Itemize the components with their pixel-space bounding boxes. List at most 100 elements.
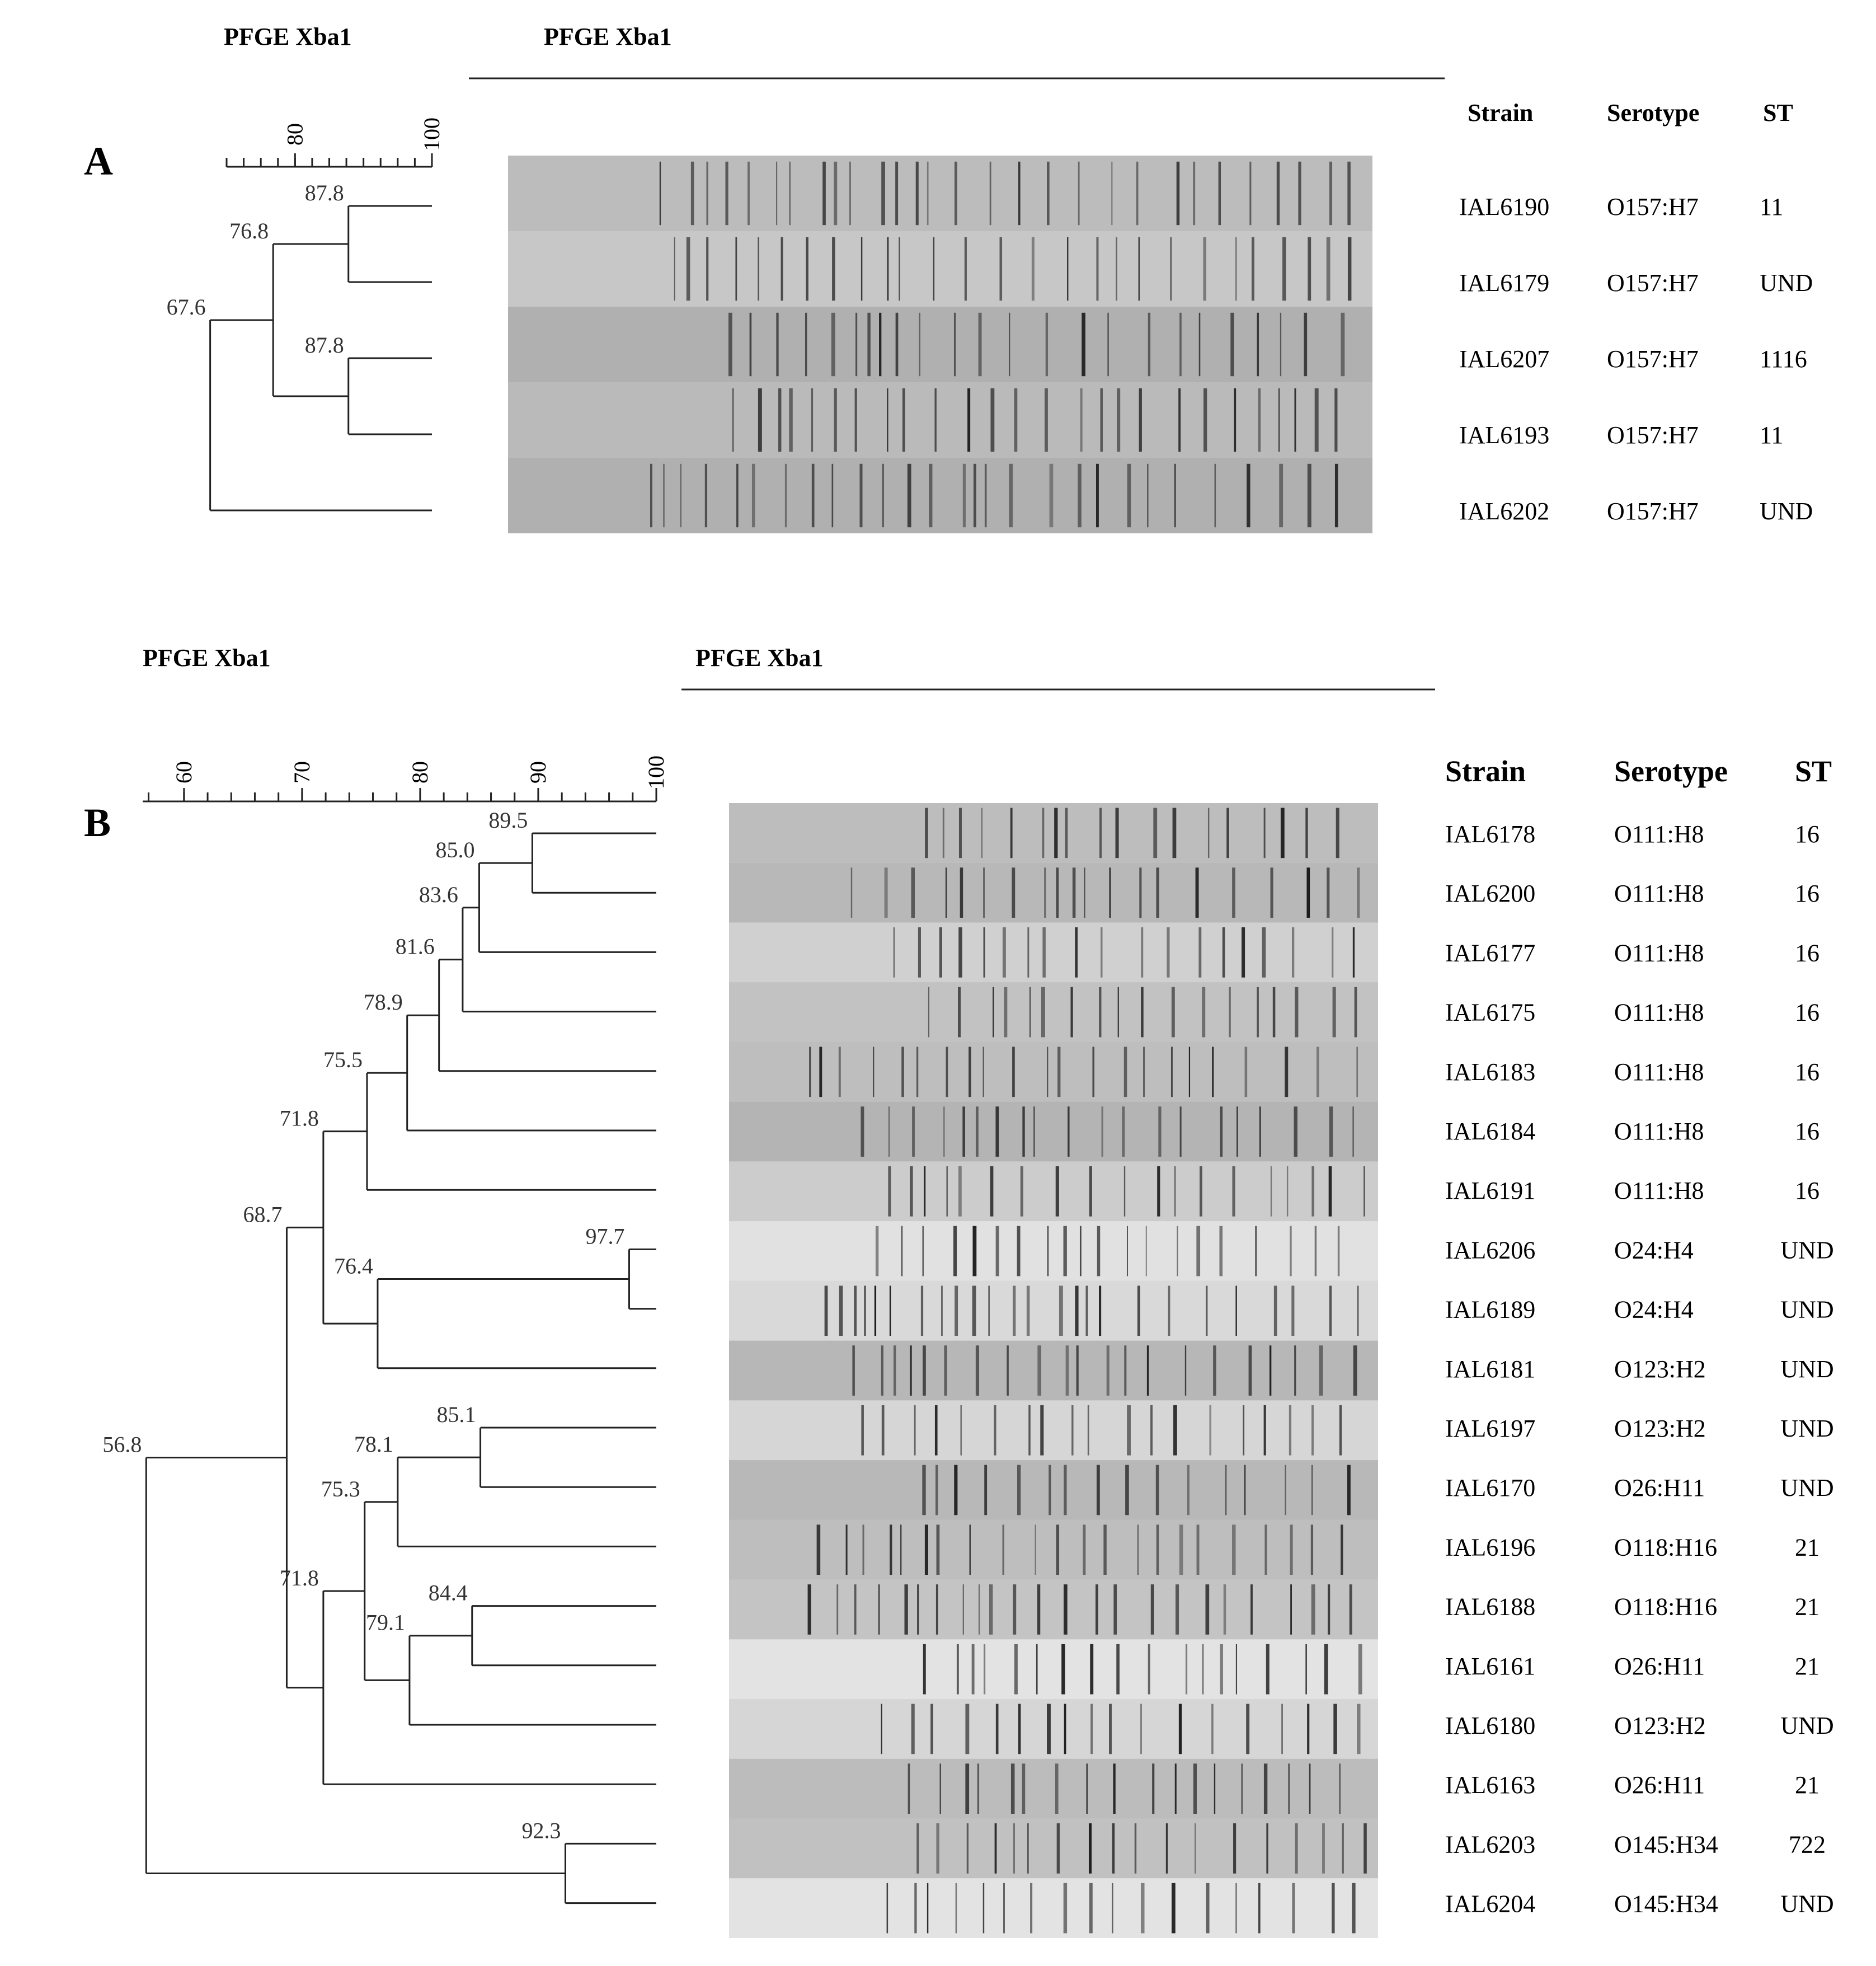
gel-band — [1145, 1226, 1147, 1277]
gel-band — [1113, 1763, 1116, 1814]
serotype-cell: O157:H7 — [1607, 498, 1699, 525]
gel-band — [1329, 1285, 1332, 1336]
gel-band — [1229, 987, 1231, 1038]
gel-band — [1188, 1047, 1191, 1097]
gel-band — [1236, 1106, 1238, 1157]
gel-band — [920, 1285, 924, 1336]
gel-band — [1202, 987, 1206, 1038]
panel-b-similarity-scale: 60 70 80 90 100 — [143, 756, 669, 803]
gel-band — [1332, 1883, 1335, 1934]
gel-band — [807, 1584, 811, 1635]
st-cell: 16 — [1795, 820, 1819, 848]
serotype-cell: O123:H2 — [1614, 1355, 1706, 1383]
gel-band — [1088, 1823, 1092, 1874]
node-similarity-label: 78.9 — [364, 989, 403, 1015]
gel-lane — [729, 1878, 1378, 1938]
gel-band — [1013, 1584, 1017, 1635]
gel-band — [1082, 312, 1085, 377]
gel-band — [1244, 1047, 1248, 1097]
table-row: IAL6175 O111:H8 16 — [1445, 999, 1819, 1026]
gel-band — [809, 1047, 811, 1097]
st-cell: UND — [1760, 498, 1813, 525]
gel-band — [939, 927, 942, 978]
gel-band — [975, 1345, 980, 1396]
gel-band — [789, 161, 791, 226]
gel-band — [907, 463, 911, 528]
strain-cell: IAL6196 — [1445, 1533, 1535, 1561]
gel-lane — [729, 1340, 1378, 1401]
gel-band — [849, 161, 851, 226]
gel-band — [902, 388, 905, 452]
gel-band — [784, 463, 787, 528]
panel-b-gel-title: PFGE Xba1 — [695, 644, 824, 672]
strain-cell: IAL6203 — [1445, 1831, 1535, 1858]
gel-band — [944, 1345, 947, 1396]
gel-band — [686, 237, 690, 301]
serotype-cell: O111:H8 — [1614, 1177, 1704, 1204]
gel-band — [1341, 1524, 1343, 1575]
st-cell: UND — [1780, 1474, 1833, 1502]
gel-band — [935, 1465, 938, 1515]
gel-band — [1220, 1106, 1223, 1157]
strain-cell: IAL6180 — [1445, 1712, 1535, 1739]
panel-b-dendrogram-title: PFGE Xba1 — [143, 644, 271, 672]
panel-a-letter: A — [84, 139, 113, 184]
gel-band — [1286, 1166, 1289, 1217]
strain-cell: IAL6191 — [1445, 1177, 1535, 1204]
gel-band — [1226, 808, 1229, 858]
gel-band — [878, 1584, 880, 1635]
gel-band — [1352, 927, 1355, 978]
gel-band — [1185, 1644, 1188, 1695]
gel-band — [873, 1047, 874, 1097]
gel-band — [1305, 1644, 1307, 1695]
gel-band — [989, 1584, 993, 1635]
gel-band — [983, 927, 985, 978]
gel-band — [1241, 1763, 1243, 1814]
gel-band — [954, 161, 957, 226]
gel-band — [1202, 1644, 1204, 1695]
gel-band — [811, 463, 815, 528]
gel-band — [1065, 1345, 1069, 1396]
gel-band — [1150, 1405, 1153, 1456]
gel-band — [1086, 1763, 1088, 1814]
gel-band — [914, 1883, 917, 1934]
gel-lane — [729, 1460, 1378, 1520]
gel-band — [836, 1584, 839, 1635]
gel-band — [1027, 1823, 1029, 1874]
gel-lane-background — [729, 1400, 1378, 1461]
gel-band — [1319, 1345, 1323, 1396]
gel-lane-background — [729, 862, 1378, 923]
gel-band — [850, 867, 853, 918]
gel-band — [776, 312, 779, 377]
gel-band — [916, 1047, 919, 1097]
gel-band — [968, 1047, 971, 1097]
gel-band — [966, 1823, 969, 1874]
gel-band — [861, 1405, 864, 1456]
serotype-cell: O111:H8 — [1614, 880, 1704, 907]
gel-band — [1295, 1823, 1298, 1874]
panel-a-similarity-scale: 80 100 — [225, 118, 444, 168]
gel-band — [1036, 1644, 1038, 1695]
gel-band — [1049, 1465, 1051, 1515]
gel-band — [924, 1524, 929, 1575]
gel-lane — [729, 1161, 1378, 1222]
gel-band — [1115, 808, 1119, 858]
node-similarity-label: 56.8 — [102, 1432, 142, 1457]
gel-band — [1259, 1106, 1261, 1157]
serotype-cell: O123:H2 — [1614, 1712, 1706, 1739]
table-row: IAL6206 O24:H4 UND — [1445, 1236, 1834, 1264]
gel-band — [927, 1883, 929, 1934]
gel-lane — [729, 1579, 1378, 1640]
gel-band — [1022, 1763, 1026, 1814]
st-cell: UND — [1780, 1236, 1833, 1264]
gel-lane — [729, 1041, 1378, 1102]
gel-band — [1172, 808, 1177, 858]
gel-lane-background — [729, 1041, 1378, 1102]
gel-band — [1258, 388, 1261, 452]
gel-band — [1184, 1345, 1187, 1396]
gel-band — [1310, 1524, 1314, 1575]
gel-band — [879, 312, 882, 377]
strain-cell: IAL6188 — [1445, 1593, 1535, 1621]
gel-lane-background — [729, 1460, 1378, 1520]
gel-band — [881, 1345, 883, 1396]
